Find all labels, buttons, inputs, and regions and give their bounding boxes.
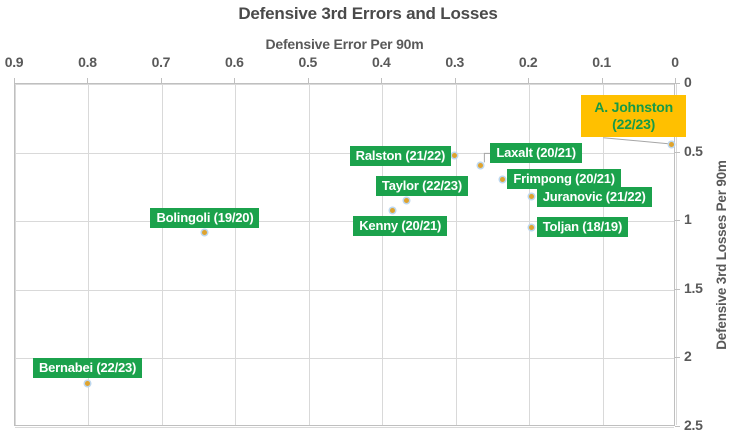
data-point-marker [529,224,535,230]
gridline-x [15,84,16,425]
point-label: Ralston (21/22) [349,145,452,166]
gridline-y [15,152,674,154]
gridline-y [15,358,674,360]
gridline-y [15,221,674,223]
point-label: Juranovic (21/22) [536,186,652,207]
gridline-x [382,84,384,425]
x-axis-title: Defensive Error Per 90m [265,36,424,52]
axis-tick-x [307,78,309,83]
data-point-marker [668,142,674,148]
x-tick-label: 0 [671,54,679,70]
y-tick-label: 2.5 [684,417,703,433]
point-label: Laxalt (20/21) [490,143,582,164]
axis-tick-x [454,78,456,83]
y-tick-label: 1 [684,211,692,228]
point-label: Toljan (18/19) [536,217,629,238]
x-tick-label: 0.6 [225,54,244,70]
gridline-y [15,84,674,85]
axis-tick-y [675,151,680,153]
gridline-x [602,84,604,425]
x-tick-label: 0.7 [151,54,171,70]
point-label: Kenny (20/21) [353,215,448,236]
data-point-marker [202,230,208,236]
point-label: Frimpong (20/21) [507,169,621,190]
gridline-x [308,84,310,425]
axis-tick-y [675,220,680,222]
highlight-point-label: A. Johnston (22/23) [581,94,686,137]
axis-tick-x [381,78,383,83]
data-point-marker [477,162,483,168]
y-tick-label: 0.5 [684,142,703,159]
y-tick-label: 1.5 [684,279,703,296]
point-label: Bernabei (22/23) [32,358,143,379]
axis-tick-y [675,357,680,359]
data-point-marker [84,380,90,386]
gridline-x [529,84,531,425]
x-tick-label: 0.1 [592,54,611,70]
axis-tick-x [601,78,603,83]
gridline-x [676,84,677,425]
x-tick-label: 0.5 [298,54,318,70]
gridline-y [15,289,674,291]
point-label: Bolingoli (19/20) [150,207,260,228]
axis-tick-y [675,83,680,84]
axis-tick-y [675,426,680,427]
axis-tick-x [160,78,162,83]
gridline-x [88,84,90,425]
data-point-marker [499,176,505,182]
data-point-marker [452,153,458,159]
axis-tick-x [87,78,89,83]
data-point-marker [404,198,410,204]
gridline-x [161,84,163,425]
x-tick-label: 0.3 [445,54,464,70]
axis-tick-x [675,78,676,83]
axis-tick-y [675,288,680,290]
x-tick-label: 0.8 [78,54,97,70]
axis-tick-x [14,78,15,83]
data-point-marker [389,208,395,214]
gridline-y [15,427,674,428]
point-label: Taylor (22/23) [375,175,468,196]
gridline-x [235,84,237,425]
axis-tick-x [528,78,530,83]
data-point-marker [529,194,535,200]
y-tick-label: 2 [684,348,692,365]
x-tick-label: 0.9 [4,54,24,70]
y-axis-title: Defensive 3rd Losses Per 90m [714,160,729,350]
x-tick-label: 0.2 [518,54,538,70]
gridline-x [455,84,457,425]
axis-tick-x [234,78,236,83]
chart-title: Defensive 3rd Errors and Losses [238,4,498,23]
x-tick-label: 0.4 [371,54,391,70]
y-tick-label: 0 [684,74,692,90]
